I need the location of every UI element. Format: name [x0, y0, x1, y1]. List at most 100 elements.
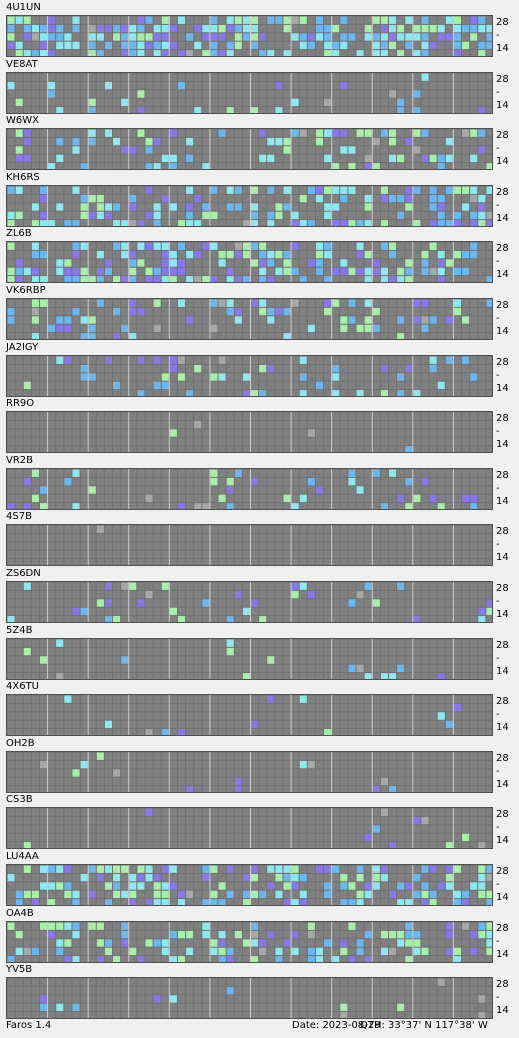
grid-cell — [299, 525, 307, 534]
grid-cell — [80, 333, 88, 339]
grid-cell — [104, 882, 113, 890]
grid-cell — [437, 81, 445, 89]
grid-cell — [299, 899, 307, 905]
grid-cell — [348, 502, 356, 509]
grid-cell — [64, 324, 72, 333]
grid-cell — [169, 129, 177, 138]
grid-cell — [405, 41, 413, 50]
grid-cell — [380, 163, 388, 170]
grid-cell — [234, 316, 242, 324]
grid-cell — [348, 194, 356, 203]
grid-cell — [388, 785, 397, 792]
grid-cell — [445, 525, 453, 534]
grid-cell — [397, 412, 405, 421]
grid-cell — [80, 146, 88, 154]
grid-cell — [283, 89, 291, 98]
grid-cell — [478, 437, 486, 446]
grid-cell — [145, 138, 153, 146]
grid-cell — [242, 695, 250, 704]
grid-cell — [324, 616, 332, 622]
grid-cell — [64, 211, 72, 219]
grid-cell — [388, 24, 397, 33]
grid-cell — [153, 268, 161, 276]
grid-cell — [56, 760, 64, 769]
grid-cell — [275, 356, 283, 364]
grid-cell — [324, 808, 332, 817]
grid-cell — [291, 242, 299, 251]
grid-cell — [470, 106, 478, 113]
grid-cell — [177, 324, 186, 333]
grid-cell — [397, 259, 405, 268]
grid-cell — [137, 785, 145, 792]
grid-cell — [413, 98, 421, 106]
grid-cell — [169, 251, 177, 259]
grid-cell — [478, 664, 486, 672]
grid-cell — [251, 559, 259, 566]
grid-cell — [332, 834, 340, 842]
grid-cell — [356, 559, 364, 566]
grid-cell — [48, 599, 56, 607]
grid-cell — [121, 760, 129, 769]
grid-cell — [453, 616, 462, 622]
grid-cell — [39, 389, 48, 396]
grid-cell — [364, 486, 372, 494]
grid-cell — [478, 251, 486, 259]
grid-cell — [137, 542, 145, 551]
grid-cell — [177, 616, 186, 622]
grid-cell — [299, 590, 307, 599]
grid-cell — [332, 421, 340, 429]
grid-cell — [153, 98, 161, 106]
grid-cell — [259, 525, 267, 534]
grid-cell — [421, 769, 429, 777]
grid-cell — [348, 825, 356, 834]
grid-cell — [397, 607, 405, 616]
grid-cell — [137, 437, 145, 446]
band-grid — [6, 241, 493, 284]
grid-cell — [283, 760, 291, 769]
grid-cell — [324, 469, 332, 477]
grid-cell — [380, 429, 388, 437]
grid-cell — [72, 138, 80, 146]
grid-cell — [234, 890, 242, 899]
grid-cell — [437, 582, 445, 590]
grid-cell — [169, 865, 177, 873]
grid-cell — [145, 324, 153, 333]
grid-cell — [380, 842, 388, 849]
grid-cell — [64, 639, 72, 647]
grid-cell — [121, 316, 129, 324]
grid-cell — [226, 559, 234, 566]
grid-cell — [234, 551, 242, 559]
grid-cell — [177, 138, 186, 146]
grid-cell — [202, 842, 210, 849]
grid-cell — [445, 194, 453, 203]
grid-cell — [104, 469, 113, 477]
grid-cell — [186, 194, 194, 203]
grid-cell — [388, 268, 397, 276]
grid-cell — [332, 890, 340, 899]
grid-cell — [324, 542, 332, 551]
grid-cell — [80, 777, 88, 785]
grid-cell — [413, 525, 421, 534]
grid-cell — [72, 163, 80, 170]
grid-cell — [48, 639, 56, 647]
grid-cell — [315, 647, 324, 655]
grid-cell — [275, 817, 283, 825]
grid-cell — [113, 664, 121, 672]
grid-cell — [437, 89, 445, 98]
grid-cell — [202, 817, 210, 825]
grid-cell — [23, 89, 31, 98]
grid-cell — [226, 307, 234, 316]
grid-cell — [113, 534, 121, 542]
grid-cell — [129, 154, 137, 163]
grid-cell — [397, 704, 405, 712]
grid-cell — [462, 316, 470, 324]
grid-cell — [218, 494, 226, 502]
grid-cell — [210, 41, 218, 50]
grid-cell — [267, 582, 275, 590]
grid-cell — [364, 865, 372, 873]
grid-cell — [364, 494, 372, 502]
grid-cell — [153, 502, 161, 509]
grid-cell — [445, 808, 453, 817]
grid-cell — [145, 146, 153, 154]
grid-cell — [169, 89, 177, 98]
